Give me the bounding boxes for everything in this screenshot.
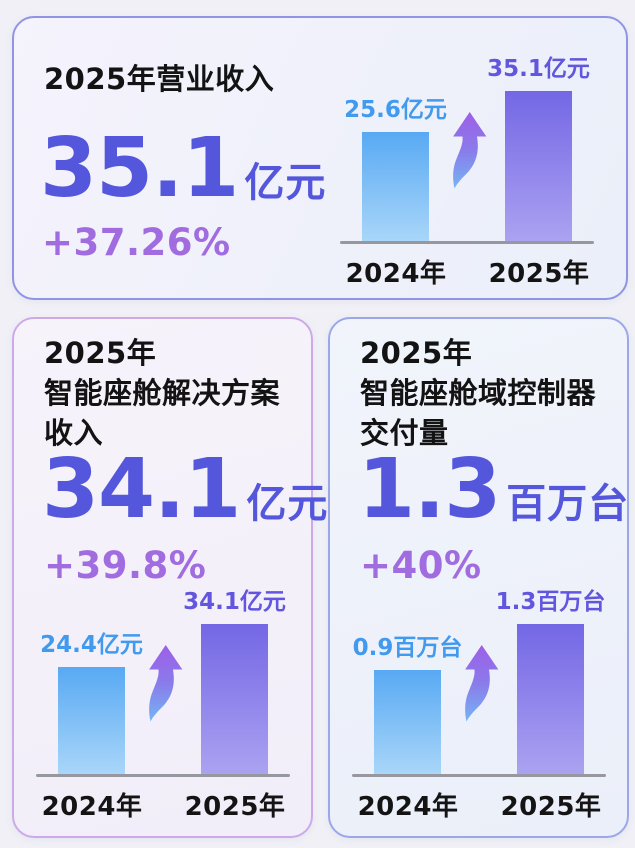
bar-value-label-2025: 35.1亿元 [487, 55, 590, 82]
x-axis-label-2025: 2025年 [184, 792, 286, 822]
revenue-headline-unit: 亿元 [244, 160, 327, 206]
x-axis-label-2025: 2025年 [500, 792, 602, 822]
cockpit-card-title: 2025年 智能座舱解决方案 收入 [44, 333, 280, 453]
cockpit-title-line1: 2025年 [44, 336, 157, 370]
cockpit-growth-rate: +39.8% [44, 544, 207, 587]
controller-headline-unit: 百万台 [506, 481, 630, 527]
revenue-card: 2025年营业收入 35.1 亿元 +37.26% 25.6亿元 35.1亿元 [12, 16, 628, 300]
revenue-headline: 35.1 亿元 [40, 128, 326, 210]
bar-value-label-2025: 34.1亿元 [183, 588, 286, 615]
revenue-headline-number: 35.1 [40, 121, 239, 216]
bar-group-2024: 0.9百万台 [353, 635, 462, 774]
bar-2025 [505, 91, 572, 241]
growth-arrow-icon [453, 112, 487, 189]
cockpit-title-line2: 智能座舱解决方案 [44, 376, 281, 410]
controller-bar-chart: 0.9百万台 1.3百万台 2024年 2025年 [350, 580, 614, 822]
domain-controller-card: 2025年 智能座舱域控制器 交付量 1.3 百万台 +40% 0.9百万台 1… [328, 317, 629, 838]
cockpit-headline-number: 34.1 [42, 442, 241, 537]
bar-group-2024: 24.4亿元 [40, 632, 143, 774]
controller-headline-number: 1.3 [358, 442, 501, 537]
bar-value-label-2024: 0.9百万台 [352, 634, 463, 661]
x-axis-label-2024: 2024年 [41, 792, 143, 822]
cockpit-headline: 34.1 亿元 [42, 449, 328, 531]
bar-value-label-2025: 1.3百万台 [495, 588, 606, 615]
bar-value-label-2024: 24.4亿元 [40, 631, 143, 658]
revenue-card-title: 2025年营业收入 [44, 62, 275, 96]
growth-arrow-icon [149, 645, 183, 722]
bar-value-label-2024: 25.6亿元 [344, 96, 447, 123]
chart-baseline [340, 241, 594, 244]
controller-title-line2: 智能座舱域控制器 [360, 376, 597, 410]
cockpit-title-line3: 收入 [44, 416, 104, 450]
revenue-bar-chart: 25.6亿元 35.1亿元 2024年 2025年 [338, 47, 602, 289]
controller-title-line3: 交付量 [360, 416, 449, 450]
revenue-growth-rate: +37.26% [42, 221, 231, 264]
x-axis-label-2024: 2024年 [345, 259, 447, 289]
cockpit-solutions-card: 2025年 智能座舱解决方案 收入 34.1 亿元 +39.8% 24.4亿元 … [12, 317, 327, 838]
bar-group-2025: 1.3百万台 [496, 589, 605, 774]
growth-arrow-icon [465, 645, 499, 722]
cockpit-headline-unit: 亿元 [246, 481, 329, 527]
bar-group-2025: 34.1亿元 [183, 589, 286, 774]
bar-2024 [362, 132, 429, 241]
bar-group-2025: 35.1亿元 [487, 56, 590, 241]
controller-headline: 1.3 百万台 [358, 449, 629, 531]
controller-card-title: 2025年 智能座舱域控制器 交付量 [360, 333, 596, 453]
chart-baseline [36, 774, 290, 777]
x-axis-label-2025: 2025年 [488, 259, 590, 289]
bar-2025 [201, 624, 268, 774]
bar-2024 [374, 670, 441, 774]
cockpit-bar-chart: 24.4亿元 34.1亿元 2024年 2025年 [34, 580, 298, 822]
chart-baseline [352, 774, 606, 777]
bar-2024 [58, 667, 125, 774]
controller-growth-rate: +40% [360, 544, 482, 587]
bar-2025 [517, 624, 584, 774]
bar-group-2024: 25.6亿元 [344, 97, 447, 241]
x-axis-label-2024: 2024年 [357, 792, 459, 822]
controller-title-line1: 2025年 [360, 336, 473, 370]
